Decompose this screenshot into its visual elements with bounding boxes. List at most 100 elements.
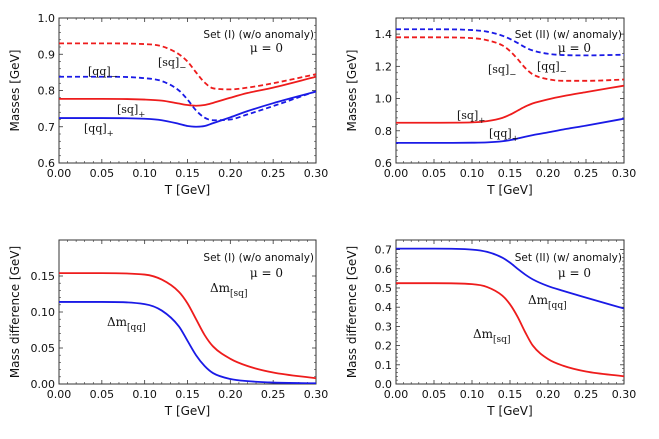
x-tick-label: 0.25 bbox=[261, 388, 286, 401]
x-tick-label: 0.05 bbox=[90, 388, 115, 401]
x-tick-label: 0.25 bbox=[261, 167, 286, 180]
x-tick-label: 0.30 bbox=[304, 388, 329, 401]
x-tick-label: 0.20 bbox=[218, 167, 243, 180]
chart-panel-3: 0.00 0.05 0.10 0.15 0.20 0.25 0.30 0.00 0.05 0.10… bbox=[8, 239, 329, 418]
parameter-set-annotation: Set (II) (w/ anomaly) bbox=[515, 29, 622, 41]
chemical-potential-annotation: μ = 0 bbox=[558, 41, 591, 55]
y-tick-label: 0.5 bbox=[375, 282, 393, 295]
curve-label-base: [qq] bbox=[489, 127, 512, 140]
y-tick-label: 0.8 bbox=[38, 85, 56, 98]
curve-label: [sq]− bbox=[158, 56, 186, 73]
x-tick-label: 0.05 bbox=[422, 167, 447, 180]
curve-label-base: [qq] bbox=[84, 122, 107, 135]
curve-label-subscript: + bbox=[512, 134, 519, 144]
chart-panel-2: 0.00 0.05 0.10 0.15 0.20 0.25 0.30 0.6 0.8 1.0 1.2… bbox=[345, 17, 637, 197]
x-axis-label: T [GeV] bbox=[164, 183, 210, 197]
curve-label: [qq]+ bbox=[84, 122, 114, 139]
curve-label-subscript: − bbox=[560, 67, 567, 77]
curve-label-subscript: + bbox=[478, 116, 485, 126]
y-tick-label: 1.0 bbox=[375, 93, 393, 106]
y-tick-label: 1.0 bbox=[38, 12, 56, 25]
curve-label-subscript: − bbox=[179, 63, 186, 73]
chemical-potential-annotation: μ = 0 bbox=[250, 266, 283, 280]
parameter-set-annotation: Set (I) (w/o anomaly) bbox=[203, 29, 314, 41]
y-tick-label: 0.0 bbox=[375, 378, 393, 391]
curve-label-base: [sq] bbox=[117, 103, 138, 116]
x-tick-label: 0.00 bbox=[47, 167, 72, 180]
y-tick-label: 0.8 bbox=[375, 125, 393, 138]
curve-label: [qq]+ bbox=[489, 127, 519, 144]
curve-label-subscript: − bbox=[509, 70, 516, 80]
curve-label-base: Δm bbox=[107, 315, 128, 329]
y-tick-label: 0.7 bbox=[38, 121, 56, 134]
y-tick-label: 0.15 bbox=[31, 270, 56, 283]
curve-label: Δm[sq] bbox=[473, 327, 510, 345]
chemical-potential-annotation: μ = 0 bbox=[250, 41, 283, 55]
series-line-qq-dashed bbox=[396, 28, 624, 57]
y-axis-label: Mass difference [GeV] bbox=[8, 246, 22, 378]
curve-label-base: [qq] bbox=[537, 60, 560, 73]
curve-label-subscript: [qq] bbox=[548, 301, 567, 311]
series-line-sq-dashed bbox=[59, 42, 316, 91]
parameter-set-annotation: Set (II) (w/ anomaly) bbox=[515, 252, 622, 264]
curve-label-base: Δm bbox=[473, 327, 494, 341]
x-tick-label: 0.30 bbox=[612, 167, 637, 180]
x-tick-label: 0.00 bbox=[384, 388, 409, 401]
chart-panel-4: 0.00 0.05 0.10 0.15 0.20 0.25 0.30 0.0 0.1 0.2 0.3… bbox=[345, 239, 636, 418]
curve-label: Δm[sq] bbox=[210, 281, 247, 299]
y-axis-label: Mass difference [GeV] bbox=[345, 246, 359, 378]
curve-label-base: [qq] bbox=[88, 65, 111, 78]
curve-label: Δm[qq] bbox=[528, 293, 567, 311]
curve-label: [qq]− bbox=[88, 65, 118, 82]
x-tick-label: 0.20 bbox=[536, 167, 561, 180]
series-line-mqq bbox=[396, 247, 624, 310]
y-tick-label: 1.4 bbox=[375, 28, 393, 41]
chart-panel-1: 0.00 0.05 0.10 0.15 0.20 0.25 0.30 0.6 0.7 0.8 0.9… bbox=[8, 12, 328, 197]
series-line-sq bbox=[59, 75, 316, 107]
curve-label: [sq]+ bbox=[457, 109, 485, 126]
x-tick-label: 0.25 bbox=[574, 388, 599, 401]
curve-label-subscript: [qq] bbox=[127, 323, 146, 333]
x-tick-label: 0.05 bbox=[422, 388, 447, 401]
curve-label-base: [sq] bbox=[158, 56, 179, 69]
x-tick-label: 0.15 bbox=[175, 167, 200, 180]
y-tick-label: 0.9 bbox=[38, 48, 56, 61]
x-tick-label: 0.20 bbox=[218, 388, 243, 401]
series-line-msq bbox=[396, 282, 624, 378]
y-tick-label: 0.6 bbox=[375, 157, 393, 170]
x-tick-label: 0.00 bbox=[384, 167, 409, 180]
series-line-msq bbox=[59, 272, 316, 380]
y-tick-label: 0.10 bbox=[31, 306, 56, 319]
x-tick-label: 0.05 bbox=[90, 167, 115, 180]
chemical-potential-annotation: μ = 0 bbox=[558, 266, 591, 280]
curve-label-subscript: [sq] bbox=[230, 289, 247, 299]
x-tick-label: 0.20 bbox=[536, 388, 561, 401]
curve-label: [sq]− bbox=[488, 63, 516, 80]
y-tick-label: 0.2 bbox=[375, 340, 393, 353]
y-tick-label: 0.6 bbox=[375, 263, 393, 276]
x-tick-label: 0.25 bbox=[574, 167, 599, 180]
y-axis-label: Masses [GeV] bbox=[345, 50, 359, 132]
x-tick-label: 0.15 bbox=[175, 388, 200, 401]
x-tick-label: 0.10 bbox=[132, 167, 157, 180]
x-tick-label: 0.15 bbox=[498, 388, 523, 401]
curve-label-base: [sq] bbox=[457, 109, 478, 122]
y-tick-label: 0.00 bbox=[31, 378, 56, 391]
y-tick-label: 0.1 bbox=[375, 359, 393, 372]
curve-label: [sq]+ bbox=[117, 103, 145, 120]
series-line-qq-dashed bbox=[59, 75, 316, 122]
curve-label-base: [sq] bbox=[488, 63, 509, 76]
x-axis-label: T [GeV] bbox=[486, 183, 532, 197]
series-line-mqq bbox=[59, 301, 316, 384]
y-tick-label: 1.2 bbox=[375, 60, 393, 73]
x-tick-label: 0.30 bbox=[304, 167, 329, 180]
x-tick-label: 0.10 bbox=[132, 388, 157, 401]
curve-label-base: Δm bbox=[528, 293, 549, 307]
curve-label-base: Δm bbox=[210, 281, 231, 295]
series-line-sq bbox=[396, 84, 624, 124]
curve-label-subscript: − bbox=[111, 72, 118, 82]
curve-label-subscript: + bbox=[107, 129, 114, 139]
x-axis-label: T [GeV] bbox=[486, 404, 532, 418]
series-line-sq-dashed bbox=[396, 36, 624, 82]
